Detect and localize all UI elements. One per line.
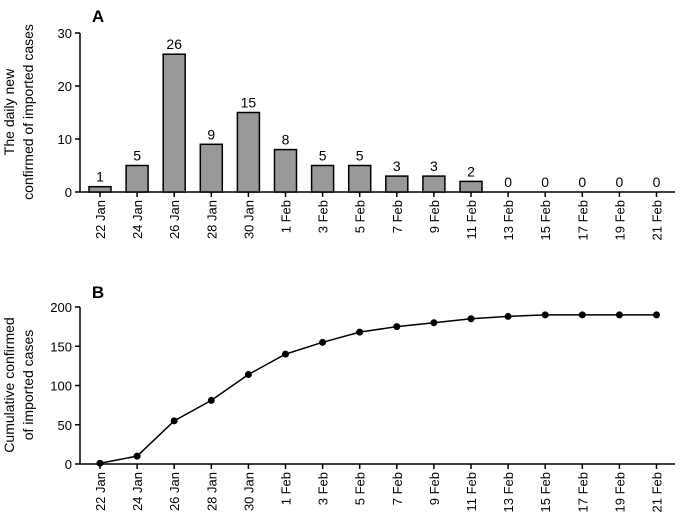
data-label: 5 (133, 148, 141, 164)
data-label: 5 (319, 148, 327, 164)
data-label: 5 (356, 148, 364, 164)
y-axis-label: Cumulative confirmed (1, 317, 17, 452)
y-tick-label: 150 (50, 339, 72, 354)
y-tick-label: 10 (58, 132, 72, 147)
y-tick-label: 50 (58, 418, 72, 433)
panel-label: B (92, 283, 104, 302)
point (96, 459, 104, 467)
data-label: 8 (282, 132, 290, 148)
point (504, 312, 512, 320)
x-tick-label: 21 Feb (650, 472, 665, 512)
point (430, 319, 438, 327)
bar (162, 53, 186, 193)
panel-label: A (92, 7, 104, 26)
bar (125, 164, 149, 193)
data-label: 3 (430, 158, 438, 174)
x-tick-label: 7 Feb (390, 472, 405, 505)
x-tick-label: 28 Jan (204, 200, 219, 239)
data-label: 0 (504, 174, 512, 190)
x-tick-label: 11 Feb (464, 200, 479, 240)
data-label: 2 (467, 163, 475, 179)
bar (310, 164, 335, 193)
bar (347, 164, 372, 193)
y-axis-label: of imported cases (20, 330, 36, 441)
x-tick-label: 11 Feb (464, 472, 479, 512)
y-tick-label: 30 (58, 26, 72, 41)
x-tick-label: 13 Feb (501, 200, 516, 240)
line (99, 314, 657, 464)
point (319, 338, 327, 346)
y-tick-label: 20 (58, 79, 72, 94)
x-tick-label: 1 Feb (279, 200, 294, 233)
data-label: 0 (541, 174, 549, 190)
x-tick-label: 15 Feb (538, 200, 553, 240)
bar (459, 180, 483, 193)
point (615, 311, 623, 319)
x-tick-label: 26 Jan (167, 200, 182, 239)
y-tick-label: 0 (65, 457, 72, 472)
x-tick-label: 5 Feb (353, 472, 368, 505)
x-tick-label: 22 Jan (93, 200, 108, 239)
point (170, 417, 178, 425)
x-tick-label: 30 Jan (241, 200, 256, 239)
x-tick-label: 15 Feb (538, 472, 553, 512)
x-tick-label: 30 Jan (241, 472, 256, 511)
bar (422, 175, 446, 193)
y-axis-label: The daily new (1, 68, 17, 155)
data-label: 0 (616, 174, 624, 190)
point (282, 350, 289, 358)
x-tick-label: 26 Jan (167, 472, 182, 511)
data-label: 1 (96, 169, 104, 185)
point (356, 328, 364, 336)
data-label: 0 (653, 174, 661, 190)
bar (273, 148, 298, 193)
data-label: 9 (207, 126, 215, 142)
x-tick-label: 22 Jan (93, 472, 108, 511)
x-tick-label: 9 Feb (427, 200, 442, 233)
y-tick-label: 0 (65, 185, 72, 200)
y-axis-label: confirmed of imported cases (20, 24, 36, 200)
x-tick-label: 7 Feb (390, 200, 405, 233)
x-tick-label: 1 Feb (279, 472, 294, 505)
x-tick-label: 13 Feb (501, 472, 516, 512)
x-tick-label: 3 Feb (316, 472, 331, 505)
point (133, 452, 141, 460)
x-tick-label: 17 Feb (575, 200, 590, 240)
x-tick-label: 17 Feb (575, 472, 590, 512)
point (244, 371, 252, 379)
data-label: 15 (241, 95, 257, 111)
x-tick-label: 5 Feb (353, 200, 368, 233)
bar (88, 185, 112, 193)
x-tick-label: 19 Feb (612, 200, 627, 240)
bar (199, 143, 224, 193)
bar (385, 175, 409, 193)
point (207, 396, 215, 404)
x-tick-label: 28 Jan (204, 472, 219, 511)
data-label: 26 (166, 36, 182, 52)
y-tick-label: 100 (50, 379, 72, 394)
x-tick-label: 3 Feb (316, 200, 331, 233)
y-tick-label: 200 (50, 300, 72, 315)
x-tick-label: 9 Feb (427, 472, 442, 505)
point (653, 311, 660, 319)
x-tick-label: 24 Jan (130, 472, 145, 511)
data-label: 0 (578, 174, 586, 190)
point (541, 311, 549, 319)
point (467, 315, 475, 323)
x-tick-label: 19 Feb (612, 472, 627, 512)
data-label: 3 (393, 158, 401, 174)
point (578, 311, 586, 319)
bar (236, 111, 261, 193)
point (393, 323, 401, 331)
x-tick-label: 24 Jan (130, 200, 145, 239)
x-tick-label: 21 Feb (650, 200, 665, 240)
